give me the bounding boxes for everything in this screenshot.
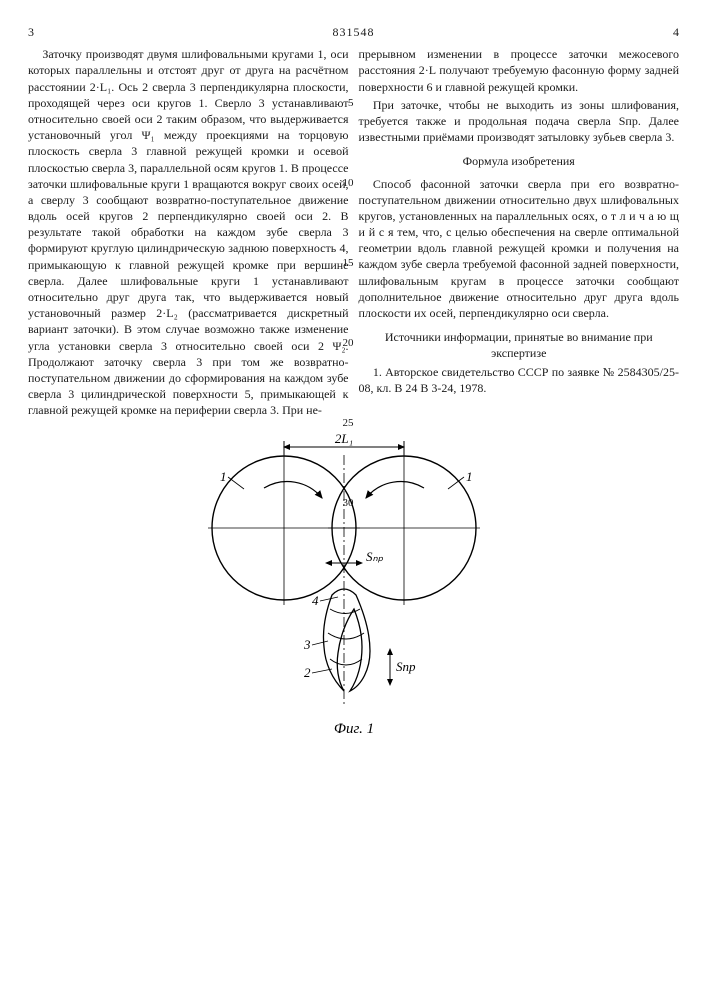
line-number: 25 bbox=[343, 416, 354, 431]
page-header: 3 831548 4 bbox=[28, 24, 679, 40]
left-paragraph-1: Заточку производят двумя шлифовальными к… bbox=[28, 46, 349, 418]
s-np-label: Sₙₚ bbox=[366, 549, 384, 564]
right-paragraph-3: Способ фасонной заточки сверла при его в… bbox=[359, 176, 680, 322]
document-number: 831548 bbox=[333, 24, 375, 40]
right-column: прерывном изменении в процессе заточки м… bbox=[359, 46, 680, 420]
ref-3: 3 bbox=[303, 637, 311, 652]
ref-1b: 1 bbox=[466, 469, 473, 484]
right-paragraph-2: При заточке, чтобы не выходить из зоны ш… bbox=[359, 97, 680, 146]
page-num-left: 3 bbox=[28, 24, 34, 40]
ref-2: 2 bbox=[304, 665, 311, 680]
right-paragraph-1: прерывном изменении в процессе заточки м… bbox=[359, 46, 680, 95]
ref-4: 4 bbox=[312, 593, 319, 608]
figure-caption: Фиг. 1 bbox=[333, 721, 373, 737]
right-paragraph-4: 1. Авторское свидетельство СССР по заявк… bbox=[359, 364, 680, 396]
line-number: 15 bbox=[343, 256, 354, 271]
figure-1: 2L₁ Sₙₚ 1 1 4 3 2 bbox=[28, 433, 679, 743]
formula-title: Формула изобретения bbox=[359, 153, 680, 169]
ref-1a: 1 bbox=[220, 469, 227, 484]
text-columns: Заточку производят двумя шлифовальными к… bbox=[28, 46, 679, 420]
line-number: 20 bbox=[343, 336, 354, 351]
figure-svg: 2L₁ Sₙₚ 1 1 4 3 2 bbox=[194, 433, 514, 743]
page-num-right: 4 bbox=[673, 24, 679, 40]
sources-title: Источники информации, принятые во вниман… bbox=[359, 329, 680, 361]
line-number: 5 bbox=[348, 96, 354, 111]
line-number: 30 bbox=[343, 496, 354, 511]
line-number: 10 bbox=[343, 176, 354, 191]
left-column: Заточку производят двумя шлифовальными к… bbox=[28, 46, 349, 420]
dim-label: 2L₁ bbox=[334, 433, 352, 446]
s-pr-label: Sпр bbox=[396, 659, 416, 674]
